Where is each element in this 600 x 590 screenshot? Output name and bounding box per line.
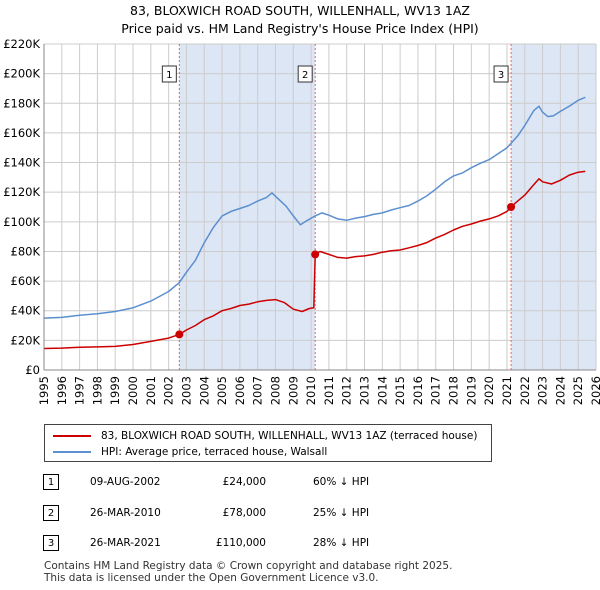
x-tick-label: 2022: [518, 376, 532, 405]
sale-point: [175, 330, 184, 339]
x-tick-label: 2020: [482, 376, 496, 405]
sale-row: 2 26-MAR-2010 £78,000 25% ↓ HPI: [0, 503, 600, 523]
x-tick-label: 2024: [553, 376, 567, 405]
sale-price: £24,000: [222, 476, 266, 488]
y-tick-label: £100K: [3, 215, 40, 229]
x-tick-label: 2021: [500, 376, 514, 405]
sale-marker-badge: 1: [43, 474, 59, 490]
x-tick-label: 2005: [215, 376, 229, 405]
x-tick-label: 2013: [358, 376, 372, 405]
x-tick-label: 2000: [126, 376, 140, 405]
footer-license: This data is licensed under the Open Gov…: [44, 572, 379, 584]
sale-hpi-diff: 28% ↓ HPI: [313, 537, 370, 549]
legend-item-property: 83, BLOXWICH ROAD SOUTH, WILLENHALL, WV1…: [53, 428, 477, 444]
legend: 83, BLOXWICH ROAD SOUTH, WILLENHALL, WV1…: [44, 424, 492, 462]
sale-marker-badge: 2: [43, 505, 59, 521]
sale-marker-box: [493, 65, 509, 83]
y-tick-label: £180K: [3, 96, 40, 110]
shaded-period: [511, 44, 596, 370]
shaded-period: [179, 44, 316, 370]
sale-row: 3 26-MAR-2021 £110,000 28% ↓ HPI: [0, 533, 600, 553]
x-tick-label: 2007: [251, 376, 265, 405]
sale-marker-label: 1: [166, 70, 172, 81]
sale-hpi-diff: 60% ↓ HPI: [313, 476, 370, 488]
x-tick-label: 2009: [286, 376, 300, 405]
sale-hpi-diff: 25% ↓ HPI: [313, 507, 370, 519]
x-tick-label: 1999: [108, 376, 122, 405]
x-tick-label: 2004: [197, 376, 211, 405]
legend-swatch-property: [53, 435, 91, 437]
legend-item-hpi: HPI: Average price, terraced house, Wals…: [53, 444, 327, 460]
y-tick-label: £220K: [3, 37, 40, 51]
sale-price: £78,000: [222, 507, 266, 519]
x-tick-label: 2010: [304, 376, 318, 405]
x-tick-label: 2011: [322, 376, 336, 405]
sale-marker-badge: 3: [43, 535, 59, 551]
y-tick-label: £120K: [3, 185, 40, 199]
x-tick-label: 2014: [375, 376, 389, 405]
footer-copyright: Contains HM Land Registry data © Crown c…: [44, 560, 453, 572]
sale-price: £110,000: [215, 537, 266, 549]
x-tick-label: 2002: [162, 376, 176, 405]
footer: Contains HM Land Registry data © Crown c…: [44, 560, 452, 584]
x-tick-label: 2001: [144, 376, 158, 405]
chart-title-line1: 83, BLOXWICH ROAD SOUTH, WILLENHALL, WV1…: [130, 3, 470, 18]
sale-date: 26-MAR-2010: [90, 507, 161, 519]
legend-label-property: 83, BLOXWICH ROAD SOUTH, WILLENHALL, WV1…: [101, 430, 478, 442]
y-tick-label: £80K: [11, 244, 41, 258]
sale-marker-box: [161, 65, 177, 83]
price-chart: 1 2 3 £0 £20K £40K £60K £80K £100K £120K £140K £16…: [3, 37, 600, 405]
sale-point: [311, 250, 320, 259]
sale-point: [507, 203, 516, 211]
x-tick-label: 2006: [233, 376, 247, 405]
y-tick-label: £0: [25, 363, 40, 377]
legend-swatch-hpi: [53, 451, 91, 453]
y-tick-label: £140K: [3, 156, 40, 170]
x-tick-label: 2016: [411, 376, 425, 405]
chart-title: 83, BLOXWICH ROAD SOUTH, WILLENHALL, WV1…: [0, 2, 600, 38]
sale-date: 09-AUG-2002: [90, 476, 161, 488]
x-tick-label: 1995: [37, 376, 51, 405]
x-tick-label: 2015: [393, 376, 407, 405]
x-tick-label: 2003: [179, 376, 193, 405]
sale-marker-box: [297, 65, 313, 83]
chart-title-line2: Price paid vs. HM Land Registry's House …: [121, 21, 479, 36]
y-tick-label: £40K: [11, 304, 41, 318]
sale-marker-label: 2: [302, 70, 308, 81]
x-tick-label: 1998: [90, 376, 104, 405]
sale-row: 1 09-AUG-2002 £24,000 60% ↓ HPI: [0, 472, 600, 492]
hpi-line: [43, 96, 586, 319]
sale-marker-label: 3: [498, 70, 504, 81]
sale-date: 26-MAR-2021: [90, 537, 161, 549]
x-tick-label: 2012: [340, 376, 354, 405]
x-tick-label: 2023: [536, 376, 550, 405]
y-tick-label: £20K: [11, 333, 41, 347]
legend-label-hpi: HPI: Average price, terraced house, Wals…: [101, 446, 328, 458]
x-tick-label: 2025: [571, 376, 585, 405]
x-tick-label: 2018: [447, 376, 461, 405]
x-tick-label: 2019: [464, 376, 478, 405]
x-tick-label: 1996: [55, 376, 69, 405]
x-tick-label: 2008: [268, 376, 282, 405]
x-tick-label: 2017: [429, 376, 443, 405]
y-tick-label: £200K: [3, 67, 40, 81]
x-tick-label: 2026: [589, 376, 600, 405]
x-tick-label: 1997: [73, 376, 87, 405]
y-tick-label: £60K: [11, 274, 41, 288]
y-tick-label: £160K: [3, 126, 40, 140]
